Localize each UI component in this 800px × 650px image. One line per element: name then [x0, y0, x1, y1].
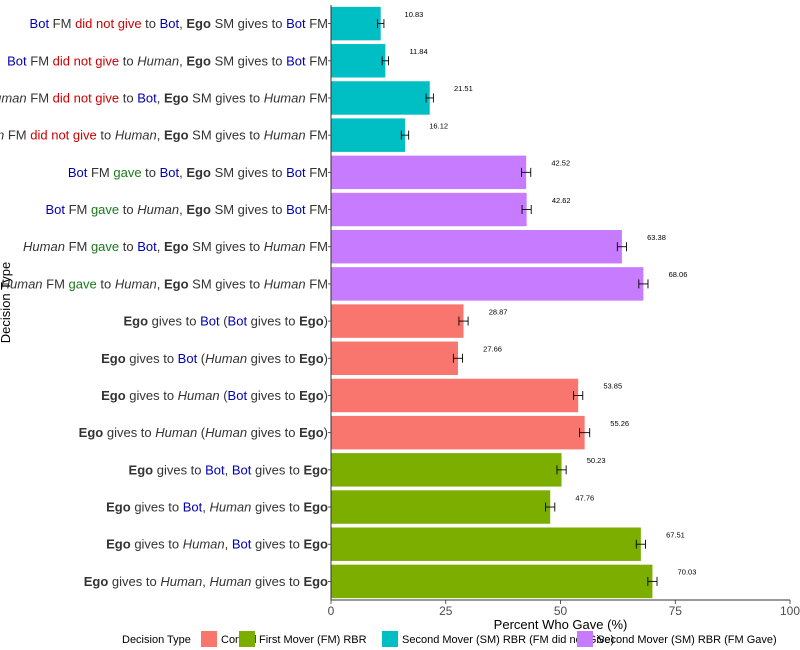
data-label-3: 21.51 [454, 84, 473, 93]
legend-swatch-3 [382, 631, 398, 647]
legend-swatch-4 [577, 631, 593, 647]
bar-14 [331, 490, 551, 524]
data-label-10: 27.66 [483, 345, 502, 354]
x-tick-label-50: 50 [554, 604, 568, 618]
data-label-15: 67.51 [666, 530, 685, 539]
data-label-5: 42.52 [551, 159, 570, 168]
category-label-10: Ego gives to Bot (Human gives to Ego) [101, 351, 328, 366]
data-label-4: 16.12 [429, 121, 448, 130]
data-label-9: 28.87 [489, 307, 508, 316]
category-label-14: Ego gives to Bot, Human gives to Ego [106, 500, 328, 515]
error-bar-9 [458, 316, 469, 326]
bar-15 [331, 527, 641, 561]
category-label-12: Ego gives to Human (Human gives to Ego) [79, 425, 328, 440]
legend-label-3: Second Mover (SM) RBR (FM did not Give) [402, 634, 614, 646]
data-label-8: 68.06 [669, 270, 688, 279]
category-labels: Bot FM did not give to Bot, Ego SM gives… [0, 16, 328, 589]
x-tick-label-25: 25 [439, 604, 453, 618]
bar-4 [331, 118, 405, 152]
data-label-14: 47.76 [575, 493, 594, 502]
bar-9 [331, 304, 464, 338]
error-bar-11 [573, 390, 584, 400]
bar-11 [331, 378, 579, 413]
data-label-2: 11.84 [409, 47, 427, 56]
category-label-1: Bot FM did not give to Bot, Ego SM gives… [30, 16, 328, 31]
error-bar-15 [635, 539, 646, 549]
category-label-3: Human FM did not give to Bot, Ego SM giv… [0, 90, 328, 105]
error-bar-8 [638, 279, 649, 289]
y-axis-title: Decision Type [0, 262, 13, 343]
x-tick-label-0: 0 [328, 604, 335, 618]
error-bar-6 [521, 205, 532, 215]
axes: 0 25 50 75 100 [328, 5, 800, 618]
bars-layer: 10.83 11.84 21.51 16.12 42.52 42.62 63.38 68.06… [331, 6, 697, 599]
legend-label-2: First Mover (FM) RBR [259, 634, 367, 646]
bar-7 [331, 229, 622, 264]
category-label-4: Human FM did not give to Human, Ego SM g… [0, 128, 328, 143]
bar-1 [331, 6, 381, 41]
error-bar-16 [647, 576, 658, 586]
error-bar-4 [400, 130, 410, 140]
error-bar-10 [452, 353, 463, 363]
category-label-2: Bot FM did not give to Human, Ego SM giv… [7, 53, 328, 68]
legend-swatch-2 [239, 631, 255, 647]
data-label-13: 50.23 [587, 456, 606, 465]
legend: Decision Type Control First Mover (FM) RB… [122, 631, 777, 647]
bar-6 [331, 192, 527, 227]
bar-2 [331, 44, 386, 78]
category-label-13: Ego gives to Bot, Bot gives to Ego [129, 462, 329, 477]
category-label-9: Ego gives to Bot (Bot gives to Ego) [123, 314, 328, 329]
category-label-8: Human FM gave to Human, Ego SM gives to … [1, 276, 328, 291]
data-label-16: 70.03 [678, 568, 697, 577]
category-label-11: Ego gives to Human (Bot gives to Ego) [101, 388, 328, 403]
bar-16 [331, 564, 653, 599]
error-bar-2 [381, 56, 390, 66]
bar-12 [331, 415, 585, 450]
bar-5 [331, 155, 527, 190]
bar-8 [331, 267, 644, 301]
category-label-6: Bot FM gave to Human, Ego SM gives to Bo… [45, 202, 328, 217]
legend-title: Decision Type [122, 634, 191, 646]
bar-13 [331, 453, 562, 487]
x-tick-label-75: 75 [669, 604, 683, 618]
x-tick-label-100: 100 [780, 604, 800, 618]
error-bar-1 [377, 19, 385, 29]
category-label-15: Ego gives to Human, Bot gives to Ego [106, 537, 328, 552]
category-label-5: Bot FM gave to Bot, Ego SM gives to Bot … [68, 165, 328, 180]
data-label-6: 42.62 [552, 196, 571, 205]
bar-3 [331, 81, 430, 115]
legend-label-4: Second Mover (SM) RBR (FM Gave) [597, 634, 777, 646]
data-label-12: 55.26 [610, 419, 629, 428]
error-bar-12 [579, 428, 591, 438]
data-label-11: 53.85 [603, 382, 622, 391]
error-bar-3 [425, 93, 434, 103]
error-bar-13 [556, 465, 567, 475]
data-label-1: 10.83 [405, 10, 424, 19]
error-bar-7 [616, 242, 627, 252]
category-label-7: Human FM gave to Bot, Ego SM gives to Hu… [23, 239, 328, 254]
bar-10 [331, 341, 458, 376]
error-bar-14 [545, 502, 556, 512]
x-axis-title: Percent Who Gave (%) [494, 617, 628, 632]
legend-swatch-1 [201, 631, 217, 647]
category-label-16: Ego gives to Human, Human gives to Ego [84, 574, 328, 589]
error-bar-5 [521, 167, 532, 177]
data-label-7: 63.38 [647, 233, 666, 242]
